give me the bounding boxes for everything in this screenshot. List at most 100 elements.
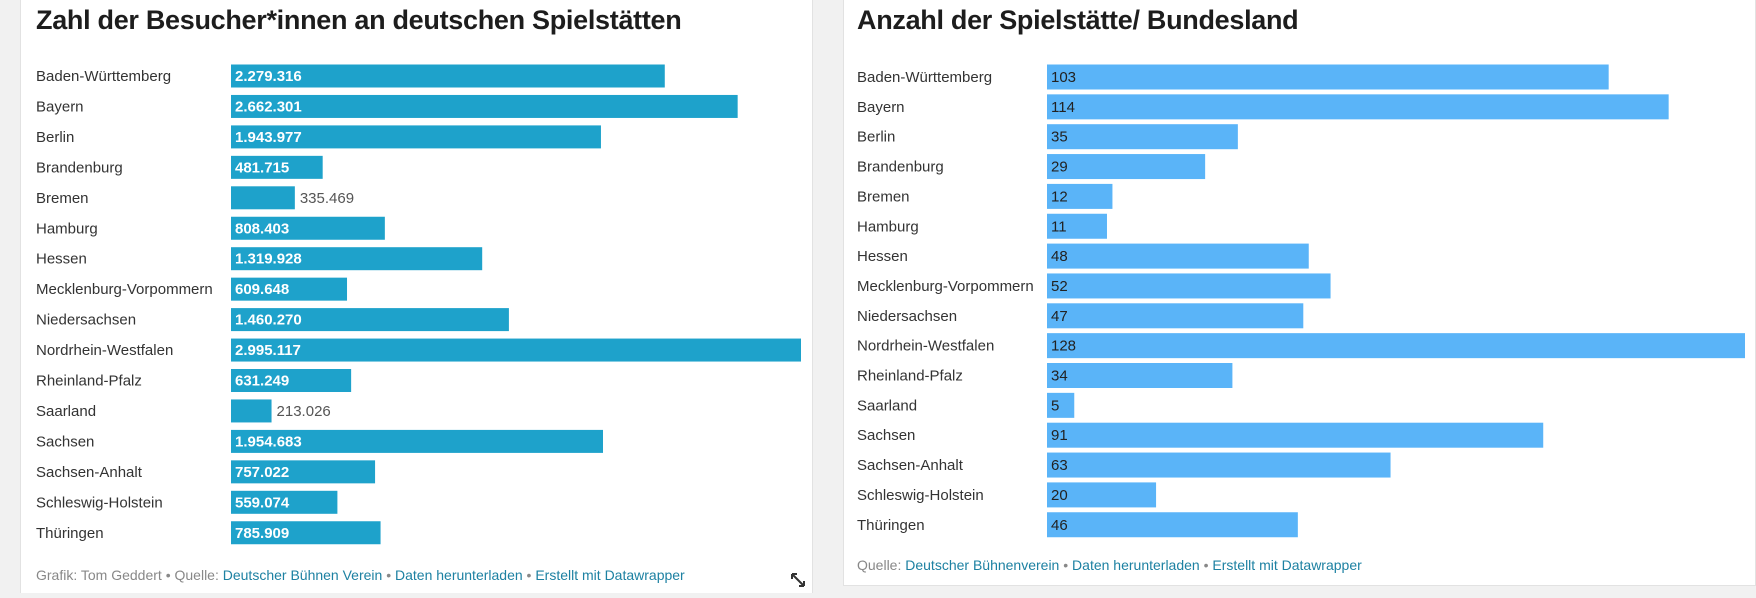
category-label: Mecklenburg-Vorpommern <box>857 278 1034 295</box>
source-link[interactable]: Deutscher Bühnen Verein <box>222 567 383 583</box>
value-label: 52 <box>1051 278 1068 295</box>
bar[interactable] <box>231 186 295 210</box>
value-label: 114 <box>1051 99 1075 116</box>
bar[interactable] <box>1047 124 1238 150</box>
bar[interactable] <box>1047 422 1544 448</box>
footer-separator: • <box>1059 557 1073 573</box>
category-label: Bremen <box>36 190 89 207</box>
bar[interactable] <box>1047 303 1304 329</box>
source-link[interactable]: Deutscher Bühnenverein <box>905 557 1060 573</box>
source-prefix: • Quelle: <box>161 567 223 583</box>
value-label: 20 <box>1051 487 1068 504</box>
category-label: Brandenburg <box>857 159 944 176</box>
value-label: 2.662.301 <box>235 98 302 115</box>
value-label: 48 <box>1051 248 1068 265</box>
value-label: 5 <box>1051 397 1059 414</box>
bar[interactable] <box>231 94 738 118</box>
bar[interactable] <box>1047 154 1206 180</box>
bar[interactable] <box>231 125 601 149</box>
credit-name: Tom Geddert <box>80 567 162 583</box>
value-label: 12 <box>1051 188 1068 205</box>
category-label: Hamburg <box>36 220 98 237</box>
download-data-link[interactable]: Daten herunterladen <box>395 567 523 583</box>
category-label: Sachsen <box>857 427 915 444</box>
value-label: 213.026 <box>277 403 331 420</box>
bar[interactable] <box>1047 363 1233 388</box>
value-label: 35 <box>1051 129 1068 146</box>
footer-separator: • <box>1199 557 1213 573</box>
category-label: Saarland <box>857 397 917 414</box>
chart-footer: Grafik: Tom Geddert • Quelle: Deutscher … <box>36 567 685 583</box>
credit-prefix: Grafik: <box>36 567 81 583</box>
chart-title: Zahl der Besucher*innen an deutschen Spi… <box>36 5 682 35</box>
bar[interactable] <box>231 399 272 423</box>
value-label: 1.319.928 <box>235 251 302 268</box>
value-label: 481.715 <box>235 159 289 176</box>
bar[interactable] <box>1047 64 1609 90</box>
bar[interactable] <box>1047 183 1113 209</box>
bar[interactable] <box>231 64 665 88</box>
expand-icon[interactable] <box>790 572 806 588</box>
category-label: Thüringen <box>857 517 925 534</box>
datawrapper-link[interactable]: Erstellt mit Datawrapper <box>535 567 685 583</box>
download-data-link[interactable]: Daten herunterladen <box>1072 557 1200 573</box>
category-label: Hessen <box>36 251 87 268</box>
value-label: 34 <box>1051 368 1068 385</box>
bar[interactable] <box>1047 273 1331 299</box>
bar[interactable] <box>1047 392 1075 418</box>
value-label: 335.469 <box>300 190 354 207</box>
category-label: Baden-Württemberg <box>857 69 992 86</box>
value-label: 47 <box>1051 308 1068 325</box>
value-label: 91 <box>1051 427 1068 444</box>
category-label: Bayern <box>36 98 84 115</box>
category-label: Berlin <box>857 129 895 146</box>
bar[interactable] <box>231 369 352 392</box>
value-label: 2.995.117 <box>235 342 301 359</box>
source-prefix: Quelle: <box>857 557 906 573</box>
visitors-bar-chart: Baden-Württemberg 2.279.316 Bayern 2.662.30… <box>36 64 801 545</box>
bar[interactable] <box>1047 452 1391 478</box>
bar[interactable] <box>1047 94 1669 120</box>
bar[interactable] <box>231 155 323 179</box>
bar[interactable] <box>231 490 338 514</box>
value-label: 757.022 <box>235 464 289 481</box>
bar[interactable] <box>231 429 603 453</box>
footer-separator: • <box>382 567 395 583</box>
bar[interactable] <box>231 338 801 362</box>
category-label: Bremen <box>857 188 910 205</box>
bar[interactable] <box>231 521 381 545</box>
value-label: 1.954.683 <box>235 433 302 450</box>
category-label: Baden-Württemberg <box>36 68 171 85</box>
category-label: Berlin <box>36 129 74 146</box>
bar[interactable] <box>231 277 348 301</box>
bar[interactable] <box>231 216 385 240</box>
category-label: Schleswig-Holstein <box>36 494 163 511</box>
category-label: Saarland <box>36 403 96 420</box>
venues-bar-chart: Baden-Württemberg 103 Bayern 114 Berlin 35 Bra… <box>857 64 1745 538</box>
category-label: Niedersachsen <box>36 312 136 329</box>
category-label: Nordrhein-Westfalen <box>857 338 994 355</box>
value-label: 1.460.270 <box>235 312 302 329</box>
visitors-chart-panel: Zahl der Besucher*innen an deutschen Spi… <box>20 0 813 593</box>
value-label: 609.648 <box>235 281 289 298</box>
chart-footer: Quelle: Deutscher Bühnenverein • Daten h… <box>857 557 1362 573</box>
category-label: Mecklenburg-Vorpommern <box>36 281 213 298</box>
bar[interactable] <box>1047 243 1309 269</box>
value-label: 103 <box>1051 69 1076 86</box>
bar[interactable] <box>1047 482 1157 508</box>
bar[interactable] <box>231 308 509 332</box>
datawrapper-link[interactable]: Erstellt mit Datawrapper <box>1212 557 1362 573</box>
bar[interactable] <box>1047 512 1298 538</box>
footer-separator: • <box>522 567 536 583</box>
category-label: Hamburg <box>857 218 919 235</box>
value-label: 785.909 <box>235 525 289 542</box>
value-label: 46 <box>1051 517 1068 534</box>
bar[interactable] <box>1047 213 1107 239</box>
bar[interactable] <box>1047 333 1745 359</box>
category-label: Brandenburg <box>36 159 123 176</box>
bar[interactable] <box>231 460 376 484</box>
bar[interactable] <box>231 247 483 271</box>
value-label: 11 <box>1051 218 1067 235</box>
category-label: Sachsen <box>36 433 94 450</box>
category-label: Bayern <box>857 99 905 116</box>
